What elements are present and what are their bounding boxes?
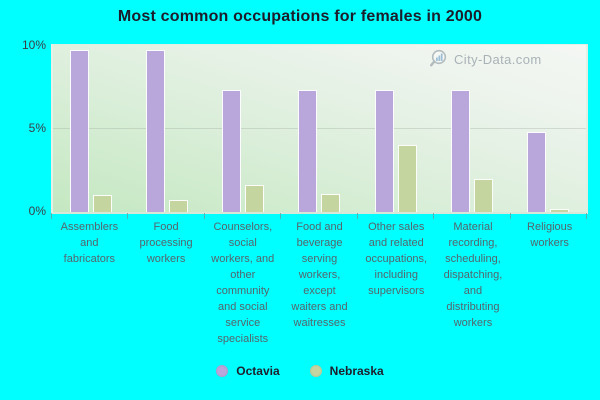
bar-octavia-2 bbox=[222, 90, 242, 212]
bar-octavia-6 bbox=[526, 131, 546, 212]
axis-tick bbox=[586, 213, 587, 219]
category-cell bbox=[205, 45, 281, 212]
bar-octavia-4 bbox=[374, 90, 394, 212]
bars-row bbox=[53, 45, 586, 212]
category-label-0: Assemblers and fabricators bbox=[60, 221, 119, 265]
legend: Octavia Nebraska bbox=[0, 364, 600, 378]
y-axis-label-0: 0% bbox=[28, 204, 46, 218]
category-cell bbox=[434, 45, 510, 212]
gridline-5-percent bbox=[53, 128, 586, 129]
axis-tick bbox=[356, 213, 358, 219]
bar-nebraska-4 bbox=[397, 145, 417, 212]
bar-nebraska-0 bbox=[93, 195, 113, 212]
category-label-2: Counselors, social workers, and other co… bbox=[211, 221, 275, 345]
bar-nebraska-1 bbox=[169, 200, 189, 212]
bar-octavia-3 bbox=[298, 90, 318, 212]
bar-nebraska-6 bbox=[549, 208, 569, 212]
axis-tick bbox=[51, 213, 52, 219]
category-cell bbox=[53, 45, 129, 212]
watermark: City-Data.com bbox=[428, 49, 542, 69]
category-cell bbox=[358, 45, 434, 212]
legend-item-octavia: Octavia bbox=[216, 364, 280, 378]
axis-tick bbox=[433, 213, 435, 219]
plot-area: City-Data.com bbox=[51, 44, 588, 214]
category-cell bbox=[129, 45, 205, 212]
category-cell bbox=[510, 45, 586, 212]
category-label-6: Religious workers bbox=[527, 221, 573, 249]
bar-nebraska-3 bbox=[321, 193, 341, 212]
category-label-3: Food and beverage serving workers, excep… bbox=[291, 221, 348, 329]
category-label-4: Other sales and related occupations, inc… bbox=[365, 221, 428, 297]
axis-tick bbox=[203, 213, 205, 219]
chart-title: Most common occupations for females in 2… bbox=[117, 8, 483, 25]
category-cell bbox=[281, 45, 357, 212]
legend-swatch-nebraska bbox=[309, 365, 322, 377]
axis-tick bbox=[280, 213, 282, 219]
axis-tick bbox=[509, 213, 511, 219]
y-axis-label-5: 5% bbox=[28, 121, 46, 135]
legend-label-nebraska: Nebraska bbox=[329, 364, 384, 378]
bar-nebraska-5 bbox=[473, 178, 493, 212]
bar-octavia-1 bbox=[146, 50, 166, 212]
watermark-text: City-Data.com bbox=[454, 51, 542, 67]
bar-octavia-5 bbox=[450, 90, 470, 212]
legend-item-nebraska: Nebraska bbox=[309, 364, 384, 378]
category-labels: Assemblers and fabricators Food processin… bbox=[51, 219, 588, 347]
bar-octavia-0 bbox=[70, 50, 90, 212]
category-label-5: Material recording, scheduling, dispatch… bbox=[443, 221, 503, 329]
axis-tick bbox=[127, 213, 129, 219]
category-label-1: Food processing workers bbox=[139, 221, 193, 265]
bar-nebraska-2 bbox=[245, 185, 265, 212]
y-axis-label-10: 10% bbox=[21, 38, 46, 52]
legend-label-octavia: Octavia bbox=[236, 364, 280, 378]
legend-swatch-octavia bbox=[216, 365, 229, 377]
magnifier-chart-icon bbox=[430, 49, 447, 67]
